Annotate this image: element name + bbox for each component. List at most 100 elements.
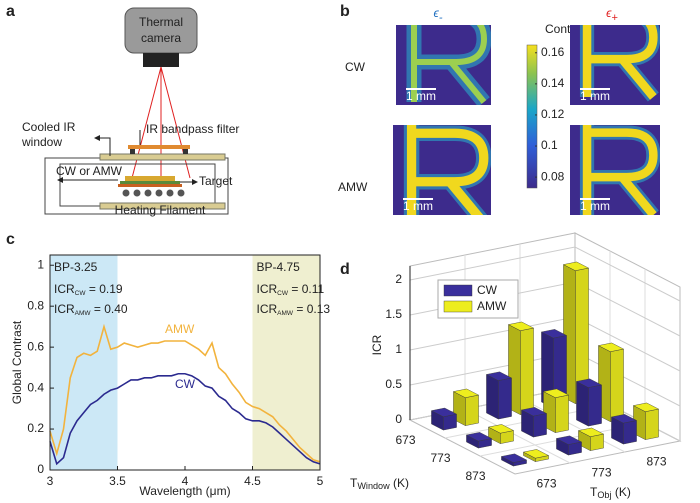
bar-top — [507, 321, 535, 331]
column-symbol: ϵ — [434, 6, 440, 20]
panel-label: d — [340, 261, 350, 278]
lens — [143, 53, 179, 67]
colorbar — [526, 44, 538, 189]
y-tick-label: 0 — [37, 462, 44, 476]
column-sub: + — [611, 12, 618, 24]
heater-bar — [99, 202, 226, 210]
y-axis-label-sub: Obj — [597, 490, 611, 500]
camera-label: Thermal — [139, 15, 183, 29]
x-tick-label: 5 — [317, 474, 324, 488]
series-label: AMW — [165, 322, 195, 336]
x-axis-label-sub: Window — [357, 481, 390, 491]
bar-front — [590, 433, 604, 451]
bar-top — [632, 402, 660, 412]
bar-front — [465, 394, 479, 426]
x-tick-label: 4.5 — [244, 474, 261, 488]
y-tick-label: 0.8 — [27, 298, 44, 312]
legend-swatch — [443, 300, 473, 313]
x-axis-label-base: T — [350, 476, 358, 490]
map-tile — [570, 125, 660, 215]
target-layer — [118, 184, 182, 187]
band-note-sub: CW — [75, 290, 87, 297]
band-note: ICRAMW = 0.40 — [54, 302, 128, 317]
camera-label: camera — [141, 31, 181, 45]
column-sub: - — [439, 12, 443, 24]
bar-top — [562, 261, 590, 271]
y-tick-label: 0.2 — [27, 421, 44, 435]
x-tick-label: 4 — [182, 474, 189, 488]
z-tick-label: 0.5 — [385, 377, 402, 391]
plot-frame — [49, 254, 321, 471]
filter — [128, 145, 190, 149]
scale-label: 1 mm — [580, 89, 610, 103]
panel-label: c — [6, 231, 15, 248]
pointer — [94, 135, 111, 156]
window-tick-label: 873 — [465, 469, 485, 483]
bar-top — [540, 329, 568, 339]
band-note-base: ICR — [54, 282, 75, 296]
window-tick-label: 673 — [395, 433, 415, 447]
band-note-rest: = 0.13 — [293, 302, 330, 316]
y-axis-label: Global Contrast — [10, 320, 24, 404]
panel-label: b — [340, 3, 350, 20]
band — [50, 255, 118, 470]
holder — [183, 149, 188, 154]
holder — [130, 149, 135, 154]
bar-top — [487, 424, 515, 434]
label: Heating Filament — [115, 203, 206, 217]
legend-label: CW — [477, 283, 498, 297]
band-note-rest: = 0.19 — [86, 282, 123, 296]
band-note-sub: AMW — [75, 310, 92, 317]
column-symbol: ϵ — [606, 6, 612, 20]
filament — [122, 189, 185, 197]
band-note-base: ICR — [257, 302, 278, 316]
legend-swatch — [443, 284, 473, 297]
colorbar-tick-label: 0.14 — [541, 76, 565, 90]
label: Target — [199, 174, 233, 188]
bar-top — [500, 453, 528, 463]
bar-front — [645, 408, 659, 440]
bar-top — [430, 407, 458, 417]
map-tile — [396, 25, 491, 105]
obj-tick-label: 673 — [536, 477, 556, 491]
colorbar-tick-label: 0.08 — [541, 169, 565, 183]
bar-front — [588, 384, 602, 427]
y-tick-label: 0.4 — [27, 380, 44, 394]
line — [49, 323, 321, 463]
grid-line — [409, 246, 681, 302]
colorbar-tick-label: 0.1 — [541, 138, 558, 152]
y-axis-label-base: T — [590, 485, 598, 499]
line — [49, 372, 321, 466]
bar-front — [520, 327, 534, 415]
band-note-base: ICR — [257, 282, 278, 296]
band-note: ICRCW = 0.19 — [54, 282, 123, 297]
y-tick-label: 0.6 — [27, 339, 44, 353]
z-tick-label: 1.5 — [385, 307, 402, 321]
y-axis-label-rest: (K) — [612, 485, 631, 499]
target-layer — [125, 176, 175, 181]
bar-top — [555, 435, 583, 445]
z-tick-label: 2 — [395, 272, 402, 286]
bar-top — [542, 388, 570, 398]
y-axis-label: TObj (K) — [590, 485, 631, 500]
bar-side — [486, 374, 499, 420]
map-tile — [570, 25, 660, 105]
x-axis-label: TWindow (K) — [350, 476, 409, 491]
bar-front — [498, 377, 512, 420]
bar-front — [610, 348, 624, 422]
scale-label: 1 mm — [406, 89, 436, 103]
map-feature — [406, 125, 489, 215]
label: CW or AMW — [56, 164, 123, 178]
colorbar-tick-label: 0.16 — [541, 45, 565, 59]
target-layer — [120, 181, 180, 184]
band-label: BP-3.25 — [54, 260, 98, 274]
bar-side — [576, 381, 589, 427]
band-note-rest: = 0.40 — [91, 302, 128, 316]
row-label: CW — [345, 60, 366, 74]
band — [252, 255, 320, 470]
bar-top — [610, 414, 638, 424]
obj-tick-label: 773 — [591, 466, 611, 480]
panel-label: a — [6, 3, 15, 20]
